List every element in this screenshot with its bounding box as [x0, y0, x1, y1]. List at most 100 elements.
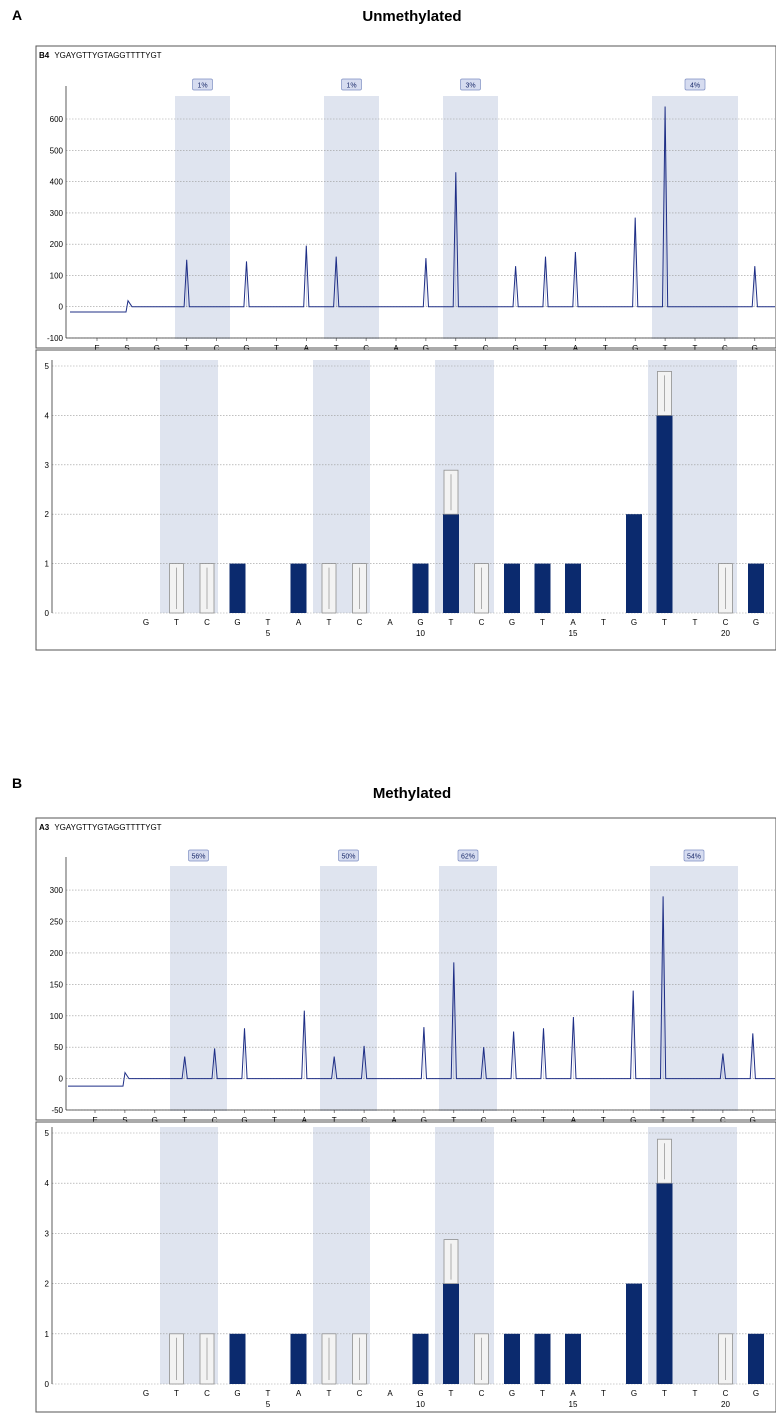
undefined-dispensation-label: T	[601, 1389, 606, 1398]
undefined-methylation-percent: 54%	[687, 854, 701, 861]
undefined-dispensation-label: A	[296, 618, 302, 627]
undefined-position-label: 10	[416, 1400, 425, 1409]
undefined-dispensation-label: T	[663, 344, 668, 353]
undefined-dispensation-label: C	[722, 344, 728, 353]
undefined-dispensation-label: T	[334, 344, 339, 353]
undefined-trace	[68, 896, 775, 1087]
undefined-methylation-badge	[341, 78, 362, 91]
undefined-y-tick-label: 3	[45, 1229, 50, 1238]
undefined-dispensation-label: G	[753, 618, 759, 627]
undefined-dispensation-label: T	[693, 618, 698, 627]
undefined-methylation-percent: 1%	[346, 83, 356, 90]
undefined-variable-position-shade	[320, 866, 377, 1111]
undefined-dispensation-label: C	[723, 1389, 729, 1398]
undefined-bar	[626, 514, 642, 613]
undefined-dispensation-label: T	[693, 1389, 698, 1398]
undefined-y-tick-label: 5	[45, 362, 50, 371]
undefined-y-tick-label: 150	[50, 980, 64, 989]
undefined-dispensation-label: T	[693, 344, 698, 353]
undefined-dispensation-label: G	[143, 618, 149, 627]
undefined-bar	[290, 1333, 307, 1384]
undefined-variable-position-shade	[439, 866, 497, 1111]
undefined-methylation-percent: 62%	[461, 854, 475, 861]
panel-b: B Methylated A3 YGAYGTTYGTAGGTTTTYGT 300…	[12, 775, 776, 1413]
undefined-position-label: 10	[416, 629, 425, 638]
undefined-dispensation-label: T	[332, 1116, 337, 1125]
undefined-dispensation-label: G	[512, 344, 518, 353]
undefined-y-tick-label: 50	[54, 1043, 63, 1052]
undefined-y-tick-label: 100	[50, 1012, 64, 1021]
undefined-dispensation-label: C	[361, 1116, 367, 1125]
undefined-methylation-badge	[683, 849, 705, 862]
undefined-bar	[443, 514, 459, 613]
undefined-y-tick-label: 1	[45, 1330, 50, 1339]
undefined-dispensation-label: T	[449, 1389, 454, 1398]
undefined-dispensation-label: G	[752, 344, 758, 353]
undefined-position-label: 5	[266, 1400, 271, 1409]
undefined-dispensation-label: G	[143, 1389, 149, 1398]
panel-b-sequence: YGAYGTTYGTAGGTTTTYGT	[54, 823, 161, 832]
undefined-variable-position-shade	[175, 96, 230, 339]
undefined-dispensation-label: T	[541, 1116, 546, 1125]
undefined-dispensation-label: G	[423, 344, 429, 353]
undefined-bar	[565, 563, 581, 613]
undefined-dispensation-label: A	[296, 1389, 302, 1398]
undefined-dispensation-label: C	[720, 1116, 726, 1125]
undefined-dispensation-label: T	[174, 618, 179, 627]
undefined-dispensation-label: G	[509, 1389, 515, 1398]
undefined-dispensation-label: A	[393, 344, 399, 353]
panel-a-pyrogram: 600 500 400 300 200 100 0 -100 E S G T C G T A T C A G T C G T A…	[47, 78, 775, 364]
undefined-y-tick-label: 600	[50, 115, 64, 124]
undefined-dispensation-label: G	[631, 1389, 637, 1398]
undefined-position-label: 20	[721, 1400, 730, 1409]
undefined-dispensation-label: G	[510, 1116, 516, 1125]
undefined-dispensation-label: A	[570, 618, 576, 627]
undefined-methylation-badge	[684, 78, 706, 91]
undefined-position-label: 20	[721, 629, 730, 638]
undefined-dispensation-label: T	[182, 1116, 187, 1125]
undefined-dispensation-label: A	[391, 1116, 397, 1125]
undefined-dispensation-label: T	[451, 1116, 456, 1125]
undefined-y-tick-label: 2	[45, 510, 50, 519]
undefined-dispensation-label: C	[204, 1389, 210, 1398]
panel-a: A Unmethylated B4 YGAYGTTYGTAGGTTTTYGT 6…	[12, 7, 776, 651]
undefined-dispensation-label: T	[540, 1389, 545, 1398]
panel-b-letter: B	[12, 775, 22, 791]
undefined-bar	[412, 563, 429, 613]
undefined-dispensation-label: A	[570, 1389, 576, 1398]
undefined-dispensation-label: C	[479, 618, 485, 627]
undefined-y-tick-label: 5	[45, 1129, 50, 1138]
undefined-dispensation-label: A	[304, 344, 310, 353]
undefined-y-tick-label: 300	[50, 886, 64, 895]
undefined-methylation-percent: 3%	[465, 83, 475, 90]
undefined-dispensation-label: T	[184, 344, 189, 353]
undefined-y-tick-label: 4	[45, 411, 50, 420]
undefined-dispensation-label: T	[662, 1389, 667, 1398]
undefined-y-tick-label: 200	[50, 949, 64, 958]
undefined-y-tick-label: 0	[45, 609, 50, 618]
undefined-y-tick-label: 4	[45, 1179, 50, 1188]
undefined-dispensation-label: T	[327, 618, 332, 627]
undefined-dispensation-label: T	[266, 618, 271, 627]
undefined-bar	[443, 1283, 459, 1384]
undefined-dispensation-label: E	[92, 1116, 97, 1125]
undefined-dispensation-label: C	[363, 344, 369, 353]
undefined-dispensation-label: G	[632, 344, 638, 353]
undefined-methylation-percent: 56%	[191, 854, 205, 861]
panel-a-title: Unmethylated	[362, 8, 461, 25]
undefined-bar	[565, 1333, 581, 1384]
undefined-methylation-badge	[457, 849, 479, 862]
undefined-position-label: 15	[569, 629, 578, 638]
undefined-dispensation-label: C	[479, 1389, 485, 1398]
undefined-dispensation-label: T	[540, 618, 545, 627]
undefined-dispensation-label: C	[481, 1116, 487, 1125]
undefined-methylation-percent: 4%	[690, 83, 700, 90]
panel-a-well: B4	[39, 51, 50, 60]
undefined-y-tick-label: 0	[59, 1075, 64, 1084]
undefined-bar	[748, 1333, 764, 1384]
undefined-dispensation-label: G	[154, 344, 160, 353]
undefined-dispensation-label: G	[234, 618, 240, 627]
undefined-dispensation-label: G	[234, 1389, 240, 1398]
